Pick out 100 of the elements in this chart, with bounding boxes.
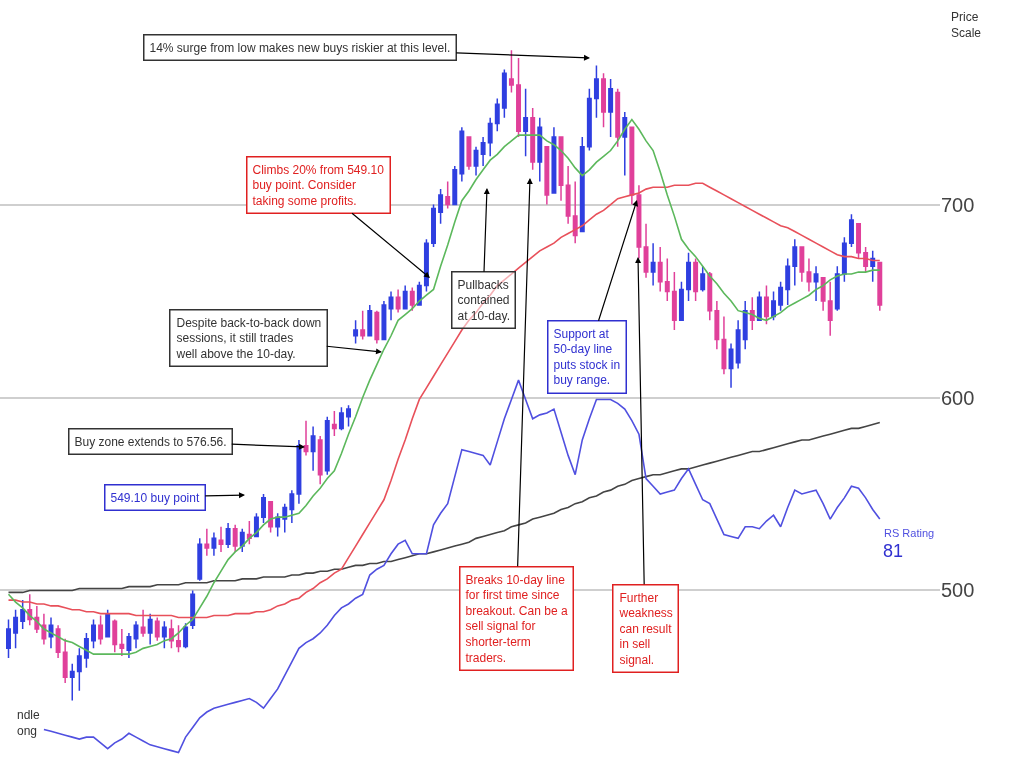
candlestick (431, 203, 436, 248)
candlestick (374, 309, 380, 345)
candlestick (785, 257, 791, 306)
annotation: 14% surge from low makes new buys riskier at this level. (149, 40, 451, 55)
candlestick (572, 180, 578, 244)
candlestick (183, 622, 189, 650)
candlestick (707, 271, 713, 322)
annotation: ndle ong (17, 708, 41, 738)
candlestick (367, 304, 373, 337)
candlestick (622, 111, 628, 177)
candlestick (112, 618, 118, 653)
candlestick (530, 107, 536, 171)
candlestick (289, 489, 295, 524)
candlestick (6, 618, 11, 659)
candlestick (402, 284, 408, 310)
candlestick (218, 526, 224, 553)
candlestick (494, 97, 500, 132)
candlestick (459, 126, 465, 183)
candlestick (487, 116, 493, 158)
candlestick (523, 88, 529, 158)
annotation: Climbs 20% from 549.10 buy point. Consider taking some profits. (252, 162, 385, 208)
candlestick (820, 277, 826, 312)
candlestick (721, 315, 727, 376)
annotation: Pullbacks contained at 10-day. (457, 277, 510, 323)
candlestick (126, 632, 132, 659)
candlestick (728, 342, 734, 389)
y-tick-label: 700 (941, 193, 975, 216)
candlestick (225, 522, 231, 549)
candlestick (813, 265, 819, 302)
candlestick (62, 637, 68, 684)
candlestick (346, 404, 351, 428)
candlestick (353, 319, 359, 345)
candlestick (452, 165, 458, 206)
candlestick (565, 165, 571, 225)
candlestick (360, 309, 366, 341)
candlestick (650, 242, 656, 287)
candlestick (140, 609, 146, 638)
candlestick (83, 632, 89, 669)
candlestick (608, 78, 614, 138)
candlestick (176, 624, 181, 653)
candlestick (501, 68, 507, 119)
candlestick (239, 527, 245, 553)
candlestick (161, 620, 167, 650)
line-series (7, 182, 881, 619)
candlestick (657, 246, 663, 293)
candlestick (466, 136, 472, 171)
candlestick (282, 502, 288, 534)
candlestick (877, 261, 883, 312)
candlestick (664, 257, 670, 302)
candlestick (48, 616, 54, 650)
candlestick (863, 246, 869, 273)
candlestick (480, 136, 486, 167)
candlestick (261, 493, 266, 524)
candlestick (558, 136, 564, 202)
candlestick (119, 628, 125, 657)
candlestick (678, 280, 684, 322)
candlestick (473, 145, 479, 177)
candlestick (742, 300, 748, 351)
candlestick (197, 537, 203, 582)
candlestick (693, 257, 699, 302)
candlestick (445, 180, 451, 210)
candlestick (593, 64, 599, 119)
annotation: Further weakness can result in sell signal. (618, 590, 673, 667)
candlestick (643, 223, 649, 279)
candlestick (310, 425, 316, 472)
y-tick-label: 600 (941, 386, 975, 409)
candlestick (147, 612, 153, 646)
series-label: RS Rating (884, 527, 935, 539)
candlestick (438, 188, 444, 225)
candlestick (834, 265, 840, 312)
candlestick (806, 257, 812, 293)
candlestick (579, 136, 585, 233)
candlestick (827, 280, 833, 337)
candlestick (296, 439, 302, 505)
candlestick (586, 88, 592, 152)
y-tick-label: 500 (941, 579, 975, 602)
candlestick (317, 435, 323, 486)
candlestick (211, 531, 217, 557)
annotation: Buy zone extends to 576.56. (74, 434, 227, 449)
candlestick (268, 500, 274, 534)
candlestick (154, 616, 160, 642)
candlestick (551, 126, 557, 194)
candlestick (98, 614, 104, 646)
candlestick (331, 410, 337, 437)
annotation: Support at 50-day line puts stock in buy range. (553, 326, 621, 388)
candlestick (303, 419, 309, 457)
candlestick (735, 319, 741, 370)
candlestick (69, 663, 75, 702)
candlestick (841, 236, 847, 283)
candlestick (232, 524, 238, 553)
candlestick (792, 238, 798, 287)
candlestick (91, 618, 96, 650)
candlestick (55, 624, 61, 659)
annotation: Despite back-to-back down sessions, it still trades well above the 10-day. (175, 315, 322, 361)
candlestick (686, 252, 692, 302)
candlestick (20, 599, 26, 630)
candlestick (338, 406, 344, 432)
line-series (7, 118, 881, 655)
candlestick (388, 290, 394, 322)
annotation: 549.10 buy point (110, 490, 200, 505)
